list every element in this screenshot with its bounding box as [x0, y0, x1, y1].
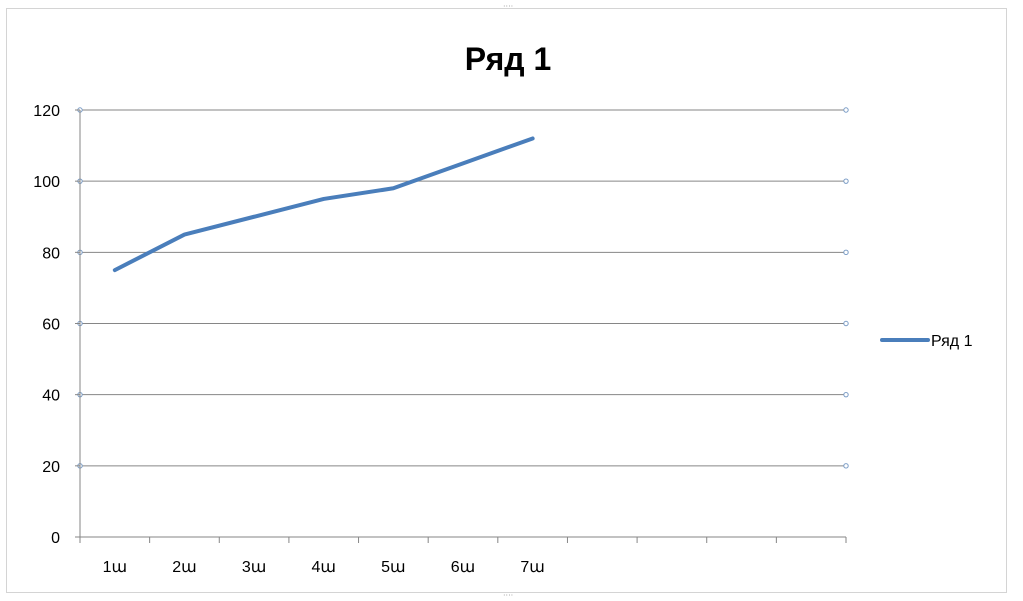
data-point-1-5 — [391, 186, 395, 190]
data-point-1-3 — [252, 215, 256, 219]
y-tick-label-60: 60 — [42, 317, 60, 334]
gridline-handle-right-120 — [843, 107, 849, 113]
series-group — [112, 136, 535, 273]
data-point-1-2 — [182, 233, 186, 237]
x-tick-label-6: 6ա — [451, 559, 475, 576]
x-tick-label-5: 5ա — [381, 559, 405, 576]
y-tick-labels: 0 20 40 60 80 100 120 — [33, 103, 60, 547]
gridline-handle-right-40 — [843, 391, 849, 398]
gridline-handle-right-60 — [843, 320, 849, 327]
chart-title: Ряд 1 — [465, 41, 552, 77]
chart-frame — [6, 8, 1007, 593]
x-tick-label-4: 4ա — [311, 559, 335, 576]
data-point-1-4 — [322, 197, 326, 201]
y-tick-label-0: 0 — [51, 530, 60, 547]
resize-handle-bottom[interactable]: ···· — [503, 591, 514, 600]
x-tick-label-7: 7ա — [520, 559, 544, 576]
legend-label-series-1: Ряд 1 — [931, 333, 973, 350]
x-tick-label-3: 3ա — [242, 559, 266, 576]
gridline-handle-right-20 — [843, 463, 849, 469]
gridline-handle-right-80 — [843, 249, 849, 256]
resize-handle-top[interactable]: ···· — [503, 2, 514, 11]
axes — [75, 109, 847, 543]
series-line-1 — [112, 136, 535, 273]
y-tick-label-40: 40 — [42, 388, 60, 405]
x-tick-label-2: 2ա — [172, 559, 196, 576]
y-tick-label-80: 80 — [42, 245, 60, 262]
legend: Ряд 1 — [880, 333, 973, 350]
data-point-1-7 — [531, 136, 535, 140]
y-tick-label-20: 20 — [42, 459, 60, 476]
data-point-1-1 — [113, 268, 117, 272]
data-point-1-6 — [461, 161, 465, 165]
x-tick-labels: 1ա 2ա 3ա 4ա 5ա 6ա 7ա — [103, 559, 545, 576]
y-tick-label-100: 100 — [33, 174, 60, 191]
x-tick-label-1: 1ա — [103, 559, 127, 576]
gridline-handle-right-100 — [843, 178, 849, 184]
y-tick-label-120: 120 — [33, 103, 60, 120]
